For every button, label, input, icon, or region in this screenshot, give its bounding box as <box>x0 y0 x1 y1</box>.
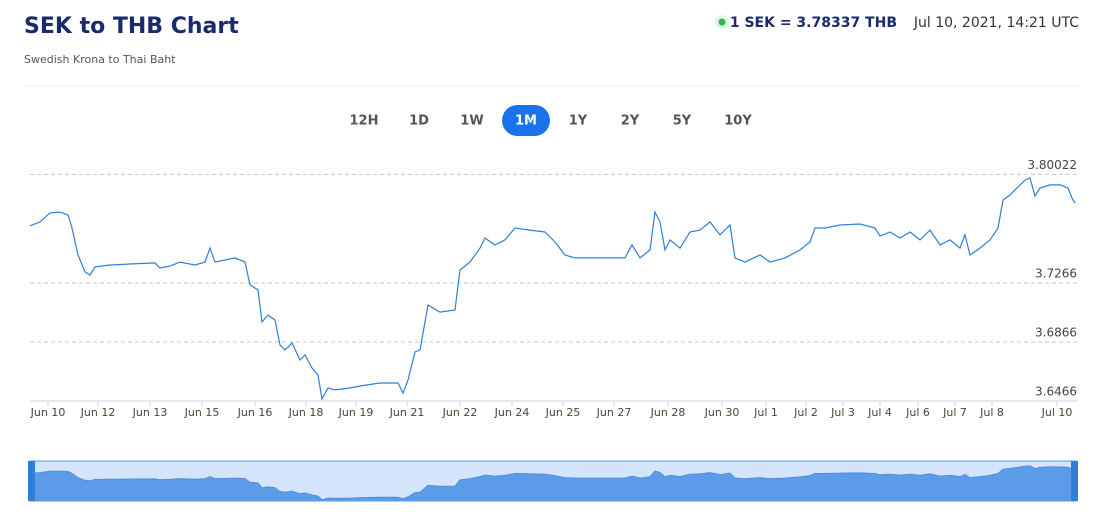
x-tick-label: Jul 2 <box>793 406 818 419</box>
subtitle: Swedish Krona to Thai Baht <box>24 53 176 66</box>
x-tick-label: Jun 27 <box>596 406 632 419</box>
range-button[interactable]: 10Y <box>724 114 752 129</box>
range-button[interactable]: 1Y <box>569 114 588 129</box>
range-button[interactable]: 12H <box>350 114 379 129</box>
plot: 3.6466 3.6866 3.7266 3.80022 Jun 10 Jun 12 Jun… <box>30 158 1078 419</box>
x-tick-label: Jun 28 <box>650 406 686 419</box>
range-button-bg[interactable] <box>502 105 550 136</box>
y-tick-label: 3.6466 <box>1035 385 1077 399</box>
x-tick-label: Jun 15 <box>184 406 220 419</box>
x-tick-label: Jul 7 <box>942 406 967 419</box>
x-tick-label: Jul 1 <box>753 406 778 419</box>
x-tick-label: Jun 18 <box>288 406 324 419</box>
range-button[interactable]: 5Y <box>673 114 692 129</box>
x-tick-label: Jun 24 <box>494 406 530 419</box>
y-tick-label: 3.80022 <box>1027 158 1077 172</box>
x-tick-label: Jun 25 <box>545 406 581 419</box>
range-button[interactable]: 2Y <box>621 114 640 129</box>
range-button[interactable]: 1D <box>409 114 429 129</box>
status-dot <box>718 18 726 26</box>
x-tick-label: Jun 13 <box>132 406 168 419</box>
x-tick-label: Jun 21 <box>389 406 425 419</box>
x-tick-label: Jul 4 <box>867 406 892 419</box>
x-tick-label: Jul 3 <box>830 406 855 419</box>
chart-title: SEK to THB Chart <box>24 14 239 39</box>
timestamp: Jul 10, 2021, 14:21 UTC <box>913 15 1079 31</box>
x-tick-label: Jun 10 <box>30 406 66 419</box>
y-tick-label: 3.6866 <box>1035 326 1077 340</box>
range-button[interactable]: 1M <box>515 114 537 129</box>
navigator-area <box>29 465 1076 502</box>
x-tick-label: Jun 30 <box>704 406 740 419</box>
range-button[interactable]: 1W <box>460 114 483 129</box>
navigator-handle[interactable] <box>1071 461 1078 501</box>
navigator <box>29 465 1076 502</box>
x-tick-label: Jun 16 <box>237 406 273 419</box>
y-tick-label: 3.7266 <box>1035 267 1077 281</box>
range-buttons: 12H 1D 1W 1M 1Y 2Y 5Y 10Y <box>350 105 752 136</box>
rate: 1 SEK = 3.78337 THB <box>730 15 897 31</box>
x-tick-label: Jul 10 <box>1041 406 1073 419</box>
line <box>29 177 1076 401</box>
x-tick-label: Jun 22 <box>442 406 478 419</box>
x-tick-label: Jun 19 <box>338 406 374 419</box>
x-tick-label: Jul 8 <box>979 406 1004 419</box>
navigator-handle[interactable] <box>28 461 35 501</box>
x-tick-label: Jun 12 <box>80 406 116 419</box>
x-tick-label: Jul 6 <box>905 406 930 419</box>
